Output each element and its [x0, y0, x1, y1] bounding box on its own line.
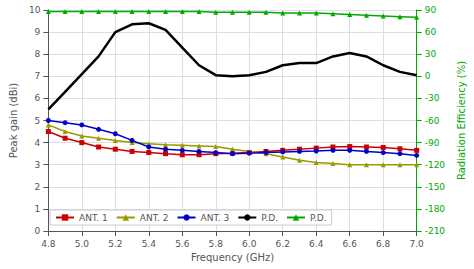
svg-text:5.0: 5.0	[75, 239, 90, 249]
svg-text:10: 10	[29, 5, 41, 15]
svg-text:7: 7	[35, 71, 41, 81]
svg-text:5.8: 5.8	[209, 239, 224, 249]
svg-text:ANT. 3: ANT. 3	[201, 213, 230, 223]
svg-text:1: 1	[35, 204, 41, 214]
svg-text:0: 0	[425, 71, 431, 81]
svg-text:30: 30	[425, 49, 437, 59]
svg-text:90: 90	[425, 5, 437, 15]
svg-text:5.2: 5.2	[108, 239, 122, 249]
svg-text:6.2: 6.2	[276, 239, 290, 249]
svg-text:6.8: 6.8	[376, 239, 391, 249]
svg-text:4.8: 4.8	[41, 239, 56, 249]
svg-text:6.4: 6.4	[309, 239, 324, 249]
svg-text:4: 4	[35, 138, 41, 148]
svg-text:Frequency (GHz): Frequency (GHz)	[191, 252, 274, 263]
svg-text:-60: -60	[425, 116, 440, 126]
svg-text:-210: -210	[425, 226, 446, 236]
svg-text:-90: -90	[425, 138, 440, 148]
svg-text:Peak gain (dBi): Peak gain (dBi)	[8, 83, 19, 159]
svg-text:6: 6	[35, 93, 41, 103]
svg-text:6.6: 6.6	[343, 239, 358, 249]
svg-text:6.0: 6.0	[242, 239, 257, 249]
svg-text:-150: -150	[425, 182, 446, 192]
svg-text:-120: -120	[425, 160, 446, 170]
svg-text:ANT. 2: ANT. 2	[140, 213, 169, 223]
svg-text:ANT. 1: ANT. 1	[79, 213, 108, 223]
svg-text:P.D.: P.D.	[261, 213, 278, 223]
svg-text:9: 9	[35, 27, 41, 37]
svg-text:P.D.: P.D.	[310, 213, 327, 223]
svg-text:0: 0	[35, 226, 41, 236]
svg-text:-30: -30	[425, 93, 440, 103]
svg-text:5.6: 5.6	[175, 239, 190, 249]
svg-text:2: 2	[35, 182, 41, 192]
svg-text:60: 60	[425, 27, 437, 37]
svg-text:7.0: 7.0	[410, 239, 425, 249]
svg-text:Radiation Efficiency (%): Radiation Efficiency (%)	[456, 61, 467, 180]
svg-text:8: 8	[35, 49, 41, 59]
svg-text:5: 5	[35, 116, 41, 126]
svg-text:5.4: 5.4	[142, 239, 157, 249]
svg-text:3: 3	[35, 160, 41, 170]
svg-text:-180: -180	[425, 204, 446, 214]
